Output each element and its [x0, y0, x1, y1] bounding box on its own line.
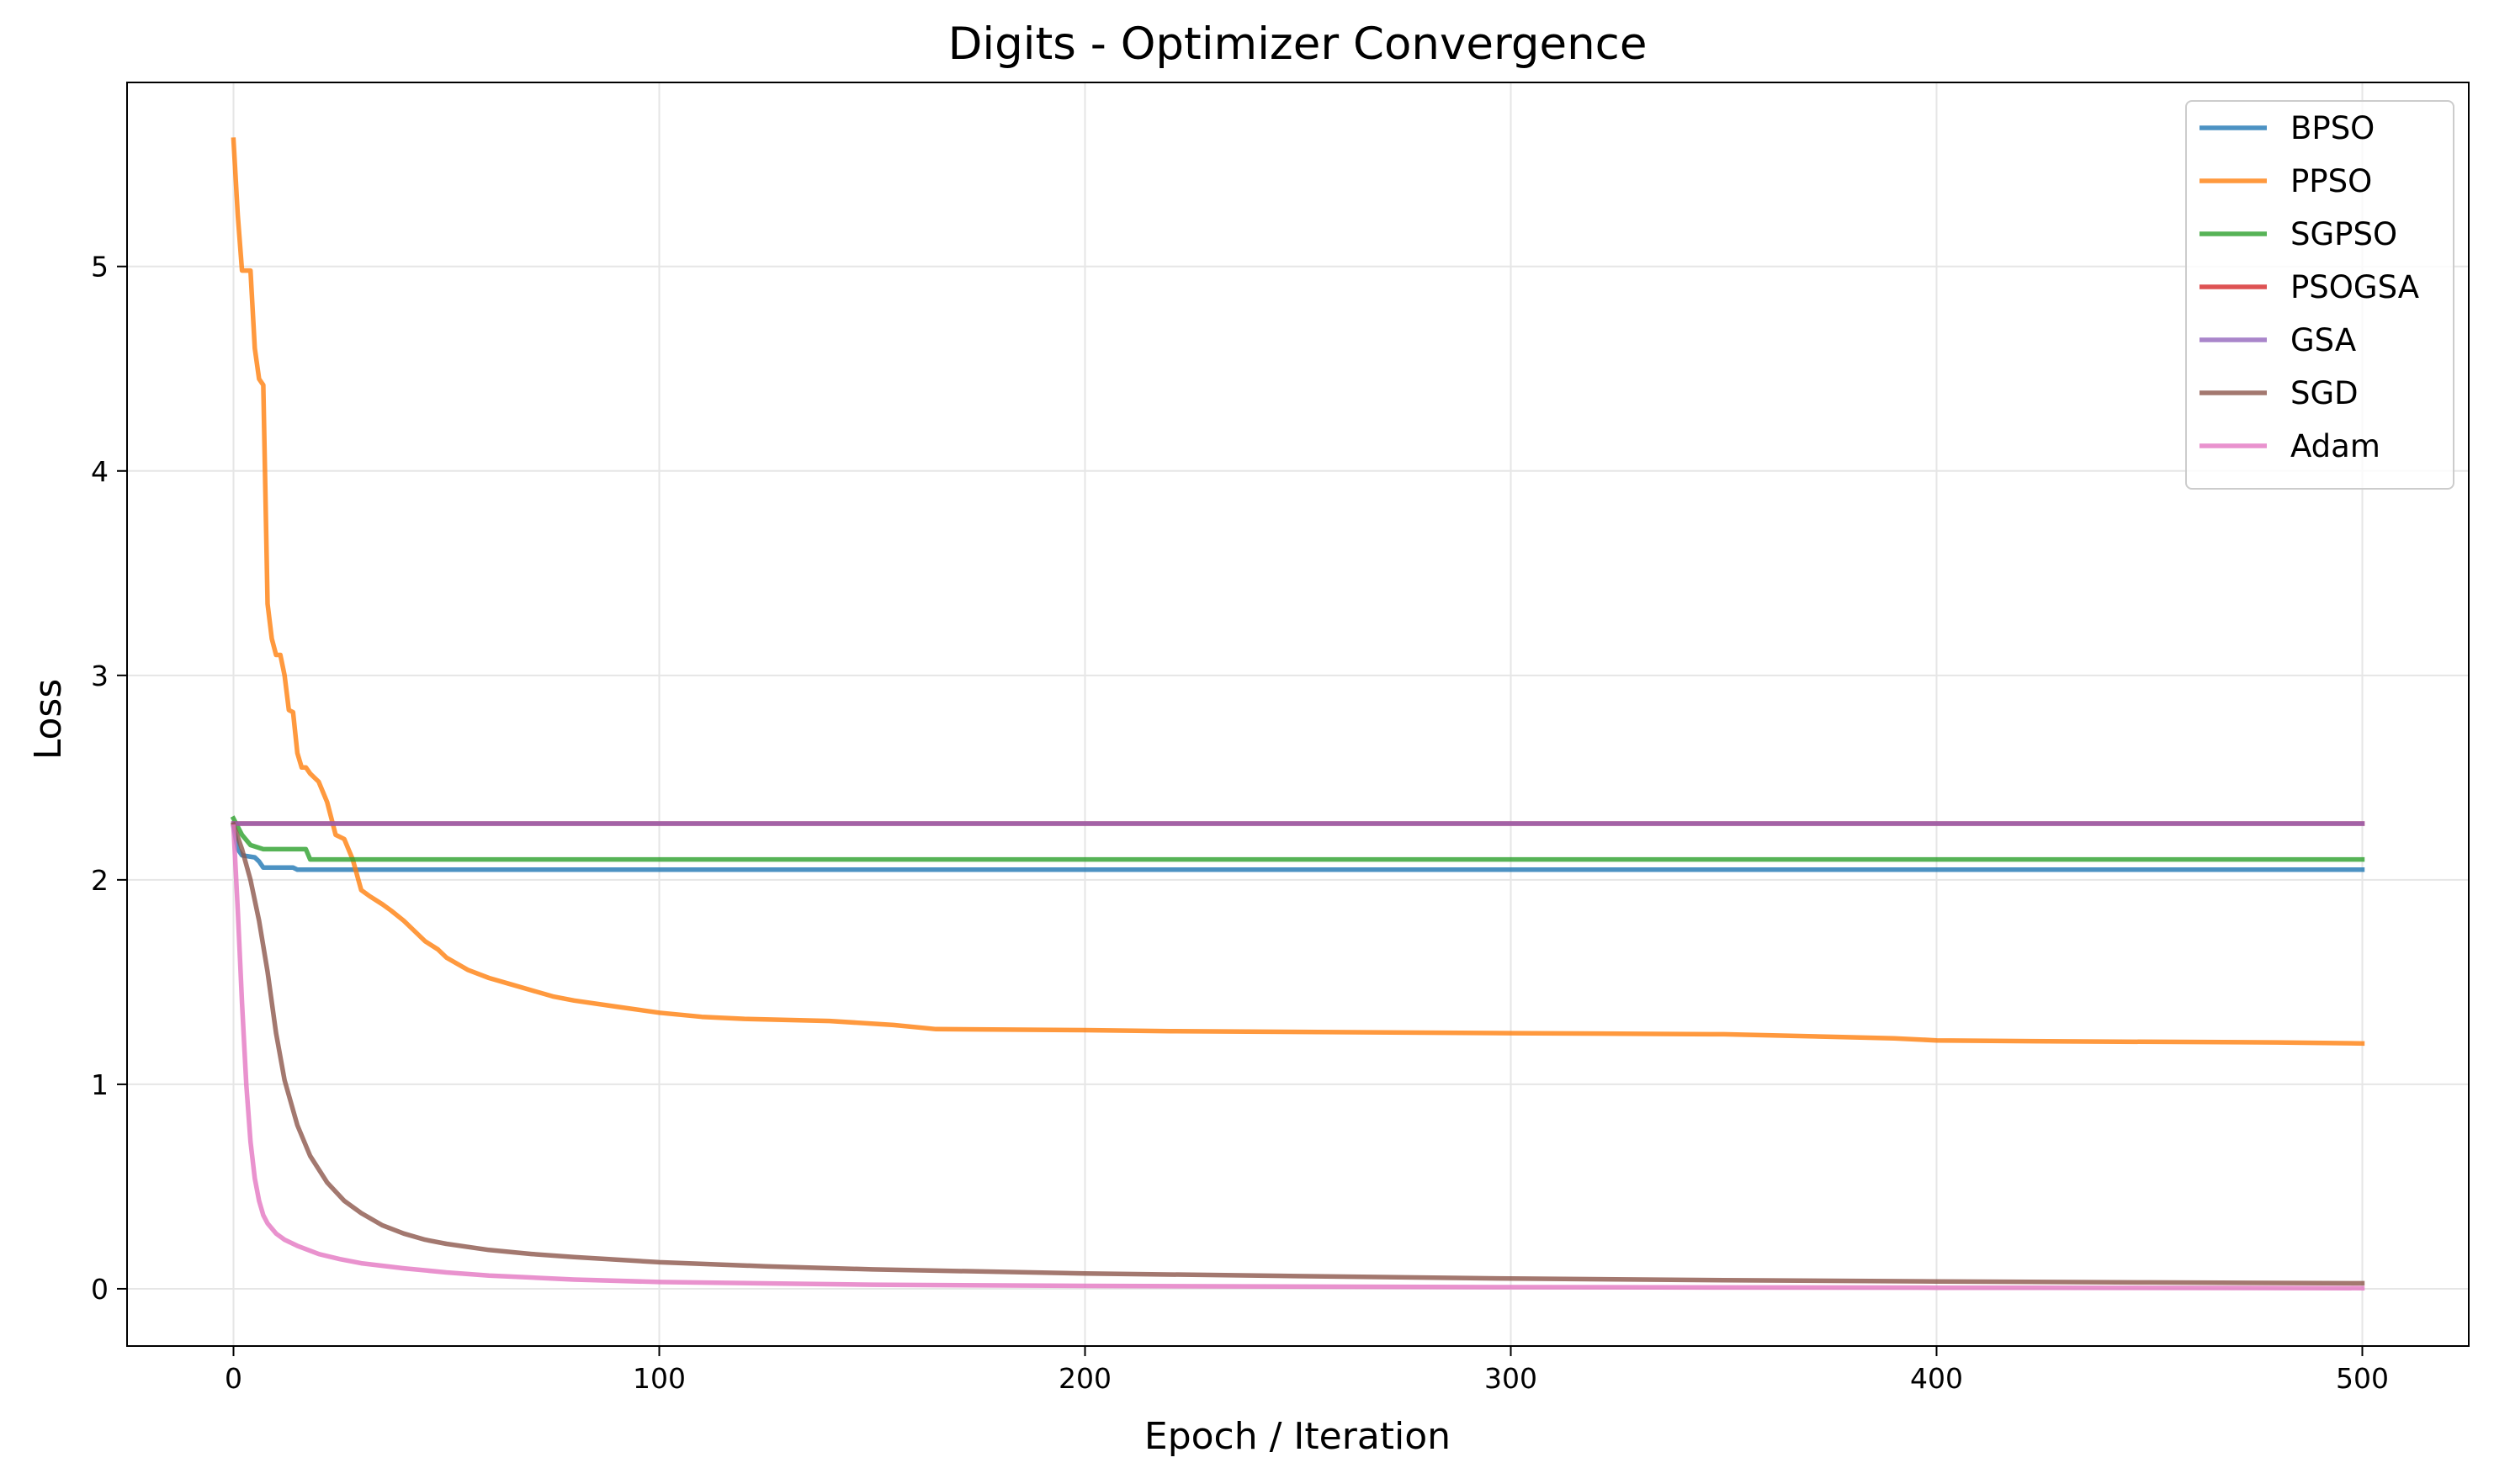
plot-frame	[126, 82, 2470, 1347]
series-line-ppso	[231, 137, 2365, 1047]
y-tick-label: 4	[91, 455, 109, 488]
y-tick-label: 2	[91, 864, 109, 897]
legend-label-bpso: BPSO	[2290, 110, 2375, 146]
series-line-bpso	[231, 824, 2365, 872]
y-tick-label: 5	[91, 251, 109, 284]
series-line-adam	[231, 824, 2365, 1291]
legend-label-psogsa: PSOGSA	[2290, 269, 2419, 305]
legend-label-sgpso: SGPSO	[2290, 216, 2397, 252]
x-tick-label: 300	[1484, 1362, 1537, 1395]
x-tick-label: 200	[1059, 1362, 1112, 1395]
series-line-sgpso	[230, 815, 2365, 862]
x-tick-label: 100	[633, 1362, 686, 1395]
x-axis-label: Epoch / Iteration	[1144, 1415, 1451, 1458]
chart-title: Digits - Optimizer Convergence	[948, 19, 1648, 70]
x-tick-label: 500	[2336, 1362, 2389, 1395]
y-tick-label: 3	[91, 660, 109, 692]
legend-label-adam: Adam	[2290, 428, 2380, 464]
series-lines	[230, 137, 2365, 1291]
y-tick-label: 1	[91, 1068, 109, 1101]
legend-label-ppso: PPSO	[2290, 163, 2372, 199]
legend-label-sgd: SGD	[2290, 375, 2359, 411]
x-tick-label: 0	[225, 1362, 242, 1395]
legend-label-gsa: GSA	[2290, 322, 2356, 358]
axis-ticks: 0 100 200 300 400 500 0 1 2 3 4 5	[91, 251, 2389, 1395]
series-line-sgd	[231, 821, 2365, 1286]
x-tick-label: 400	[1910, 1362, 1963, 1395]
legend: BPSO PPSO SGPSO PSOGSA GSA SGD Adam	[2185, 100, 2454, 490]
y-tick-label: 0	[91, 1273, 109, 1306]
y-axis-label: Loss	[27, 679, 70, 761]
